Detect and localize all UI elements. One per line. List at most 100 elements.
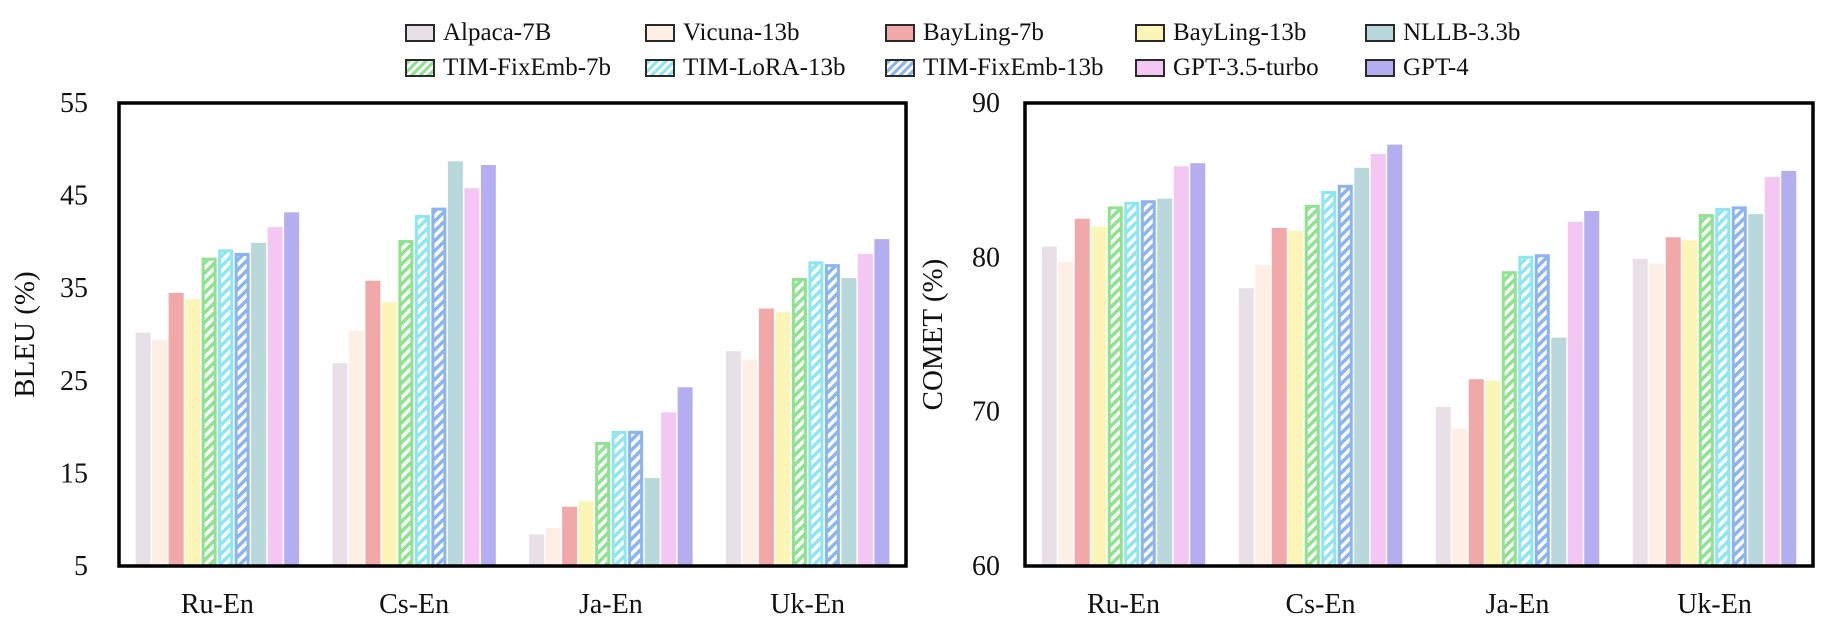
bar-ru-en-tim-fixemb-13b — [1140, 200, 1156, 568]
x-tick-label: Cs-En — [379, 589, 449, 620]
y-tick-label: 80 — [972, 242, 1000, 273]
bar-uk-en-alpaca-7b — [725, 351, 741, 566]
legend-swatch — [645, 59, 675, 77]
x-tick-label: Uk-En — [1677, 589, 1752, 620]
bar-ja-en-tim-fixemb-13b — [628, 430, 644, 568]
legend-item-gpt-3-5-turbo: GPT-3.5-turbo — [1135, 53, 1319, 83]
bar-ja-en-gpt-4 — [1584, 211, 1600, 567]
legend-label: GPT-3.5-turbo — [1173, 54, 1319, 81]
bar-ja-en-gpt-3-5-turbo — [1567, 221, 1583, 566]
bar-ja-en-vicuna-13b — [1452, 428, 1468, 566]
bar-ru-en-gpt-3-5-turbo — [1173, 166, 1189, 566]
y-tick-label: 35 — [60, 273, 88, 304]
bar-ru-en-vicuna-13b — [152, 340, 168, 566]
legend-item-gpt-4: GPT-4 — [1365, 53, 1469, 83]
x-tick-label: Cs-En — [1286, 589, 1356, 620]
bar-cs-en-tim-fixemb-7b — [1304, 204, 1320, 568]
legend-swatch — [885, 24, 915, 42]
y-tick-label: 90 — [972, 88, 1000, 119]
bar-uk-en-bayling-7b — [758, 308, 774, 566]
bar-cs-en-tim-fixemb-7b — [398, 240, 414, 568]
bar-uk-en-tim-fixemb-13b — [824, 264, 840, 568]
bar-uk-en-tim-fixemb-13b — [1731, 206, 1747, 568]
legend-label: TIM-FixEmb-7b — [443, 54, 612, 81]
legend-item-nllb-3-3b: NLLB-3.3b — [1365, 18, 1520, 48]
y-tick-label: 60 — [972, 551, 1000, 582]
bar-ru-en-alpaca-7b — [1041, 246, 1057, 566]
bar-uk-en-bayling-13b — [775, 312, 791, 566]
bar-cs-en-alpaca-7b — [1238, 288, 1254, 566]
bar-ru-en-bayling-7b — [168, 292, 184, 566]
bar-ja-en-bayling-7b — [1468, 379, 1484, 566]
legend-label: NLLB-3.3b — [1403, 19, 1521, 46]
bar-ru-en-vicuna-13b — [1058, 261, 1074, 566]
y-axis-label: BLEU (%) — [9, 271, 41, 397]
legend-label: GPT-4 — [1403, 54, 1469, 81]
bar-cs-en-tim-fixemb-13b — [431, 207, 447, 568]
bar-cs-en-tim-lora-13b — [414, 215, 430, 568]
bar-ru-en-nllb-3-3b — [251, 242, 267, 567]
legend-item-bayling-7b: BayLing-7b — [885, 18, 1044, 48]
bar-uk-en-bayling-13b — [1682, 240, 1698, 566]
legend-swatch — [1365, 59, 1395, 77]
bar-cs-en-alpaca-7b — [332, 363, 348, 566]
plot-frame — [1023, 101, 1815, 568]
bar-ru-en-bayling-7b — [1074, 218, 1090, 566]
bar-ru-en-tim-lora-13b — [1124, 201, 1140, 568]
legend-label: TIM-LoRA-13b — [683, 54, 846, 81]
bar-uk-en-gpt-3-5-turbo — [857, 253, 873, 567]
bar-uk-en-gpt-4 — [1781, 170, 1797, 566]
legend-swatch — [1135, 59, 1165, 77]
bar-ru-en-tim-fixemb-7b — [201, 257, 217, 568]
y-tick-label: 45 — [60, 181, 88, 212]
bar-ja-en-tim-fixemb-13b — [1534, 254, 1550, 568]
chart-panel-1: Ru-En Cs-En Ja-En Uk-En 5 15 25 35 45 55 BLEU (%) — [9, 88, 908, 620]
bar-cs-en-bayling-13b — [381, 302, 397, 566]
bar-ru-en-tim-fixemb-7b — [1107, 206, 1123, 568]
legend-item-tim-lora-13b: TIM-LoRA-13b — [645, 53, 845, 83]
bar-ru-en-gpt-4 — [1190, 163, 1206, 566]
bar-ja-en-vicuna-13b — [545, 528, 561, 566]
bar-uk-en-gpt-4 — [874, 239, 890, 566]
bar-ru-en-alpaca-7b — [135, 332, 151, 566]
y-axis-label: COMET (%) — [917, 259, 949, 411]
bar-cs-en-bayling-7b — [365, 280, 381, 566]
legend-item-tim-fixemb-7b: TIM-FixEmb-7b — [405, 53, 611, 83]
bar-uk-en-vicuna-13b — [742, 359, 758, 566]
bar-ru-en-bayling-13b — [185, 299, 201, 566]
bar-ja-en-alpaca-7b — [529, 534, 545, 566]
bar-ja-en-gpt-4 — [677, 387, 693, 566]
bar-ja-en-nllb-3-3b — [1551, 337, 1567, 566]
y-tick-label: 15 — [60, 458, 88, 489]
bar-cs-en-gpt-4 — [480, 165, 496, 567]
legend-label: BayLing-7b — [923, 19, 1044, 46]
bar-ja-en-tim-lora-13b — [611, 430, 627, 568]
bar-uk-en-tim-lora-13b — [1715, 207, 1731, 568]
legend-swatch — [405, 24, 435, 42]
bar-cs-en-nllb-3-3b — [447, 161, 463, 566]
bar-uk-en-tim-lora-13b — [808, 261, 824, 568]
x-tick-label: Ja-En — [1486, 589, 1550, 620]
bar-ru-en-gpt-3-5-turbo — [267, 227, 283, 567]
bar-ja-en-bayling-13b — [1485, 380, 1501, 566]
bar-uk-en-nllb-3-3b — [841, 278, 857, 566]
bar-uk-en-tim-fixemb-7b — [791, 278, 807, 568]
x-tick-label: Ru-En — [181, 589, 254, 620]
chart-legend: Alpaca-7B Vicuna-13b BayLing-7b BayLing-13b… — [405, 18, 1555, 88]
bar-cs-en-vicuna-13b — [348, 330, 364, 566]
x-tick-label: Ja-En — [579, 589, 643, 620]
bar-ru-en-tim-fixemb-13b — [234, 253, 250, 568]
legend-label: BayLing-13b — [1173, 19, 1307, 46]
bar-ja-en-tim-fixemb-7b — [595, 441, 611, 568]
bar-cs-en-vicuna-13b — [1255, 265, 1271, 566]
bar-uk-en-nllb-3-3b — [1748, 214, 1764, 566]
bar-cs-en-bayling-7b — [1271, 228, 1287, 566]
legend-swatch — [645, 24, 675, 42]
bar-ru-en-tim-lora-13b — [218, 249, 234, 568]
legend-item-tim-fixemb-13b: TIM-FixEmb-13b — [885, 53, 1104, 83]
bar-cs-en-bayling-13b — [1288, 231, 1304, 566]
y-tick-label: 70 — [972, 397, 1000, 428]
plot-frame — [117, 101, 908, 568]
bar-uk-en-bayling-7b — [1665, 237, 1681, 566]
